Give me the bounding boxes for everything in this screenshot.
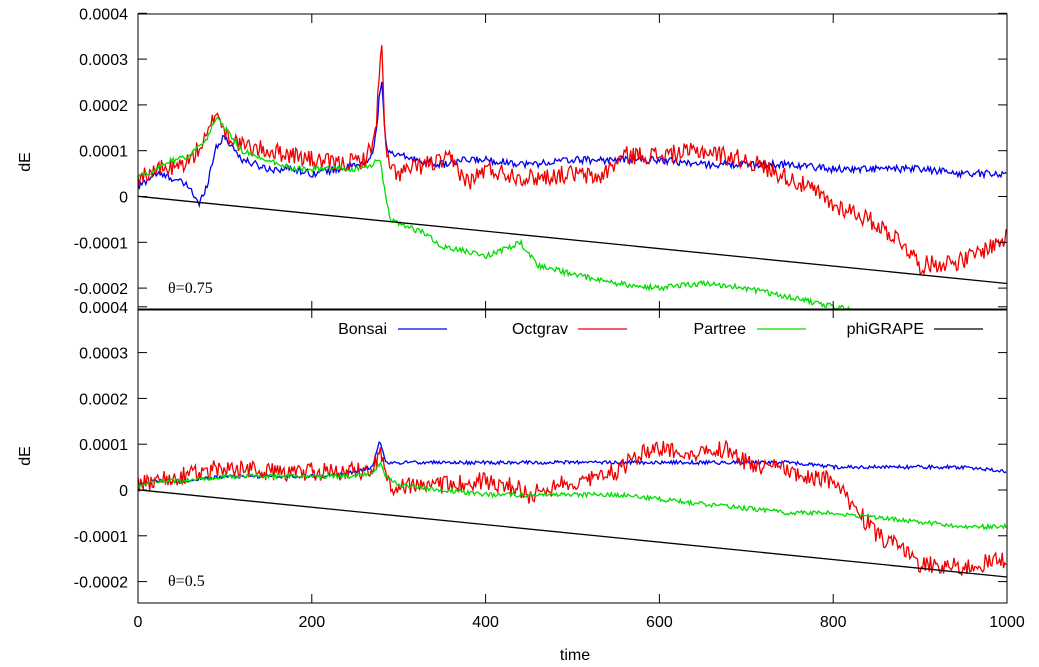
y-axis-label: dE [17, 152, 34, 172]
legend-label-octgrav: Octgrav [512, 321, 568, 338]
y-axis-label: dE [17, 446, 34, 466]
y-tick-label: 0.0003 [79, 346, 128, 363]
bottom-panel: 0.0004 0.0003 0.0002 0.0001 0 -0.0001 -0.0002 0… [17, 300, 1025, 631]
y-tick-label: 0.0003 [79, 52, 128, 69]
legend: Bonsai Octgrav Partree phiGRAPE [338, 321, 983, 338]
series-line-partree [138, 116, 859, 310]
x-axis-label: time [560, 647, 590, 664]
plot-frame [137, 308, 1008, 604]
legend-label-bonsai: Bonsai [338, 321, 387, 338]
y-tick-label: 0.0001 [79, 144, 128, 161]
y-tick-label: 0.0004 [79, 6, 128, 23]
x-tick-label: 800 [820, 614, 847, 631]
y-tick-label: 0.0002 [79, 98, 128, 115]
x-tick-label: 1000 [989, 614, 1025, 631]
series-line-bonsai [138, 81, 1007, 209]
legend-label-partree: Partree [694, 321, 747, 338]
legend-label-phigrape: phiGRAPE [847, 321, 924, 338]
y-tick-label: 0 [119, 190, 128, 207]
theta-annotation: θ=0.5 [168, 573, 205, 590]
y-tick-label: 0.0001 [79, 437, 128, 454]
top-panel: 0.0004 0.0003 0.0002 0.0001 0 -0.0001 -0.0002 d… [17, 6, 1008, 311]
y-tick-label: 0 [119, 483, 128, 500]
y-tick-label: -0.0001 [74, 235, 128, 252]
x-tick-label: 400 [472, 614, 499, 631]
series-line-partree [138, 461, 1007, 531]
theta-annotation: θ=0.75 [168, 280, 213, 297]
series-line-phigrape [138, 489, 1007, 578]
y-tick-label: 0.0004 [79, 300, 128, 317]
series-line-octgrav [138, 45, 1007, 276]
y-tick-label: -0.0002 [74, 575, 128, 592]
y-tick-label: -0.0002 [74, 281, 128, 298]
x-tick-label: 600 [646, 614, 673, 631]
series-line-octgrav [138, 439, 1007, 577]
y-tick-label: 0.0002 [79, 391, 128, 408]
series-line-phigrape [138, 195, 1007, 285]
plot-frame [137, 13, 1008, 311]
y-tick-label: -0.0001 [74, 529, 128, 546]
x-tick-label: 0 [134, 614, 143, 631]
x-tick-label: 200 [298, 614, 325, 631]
